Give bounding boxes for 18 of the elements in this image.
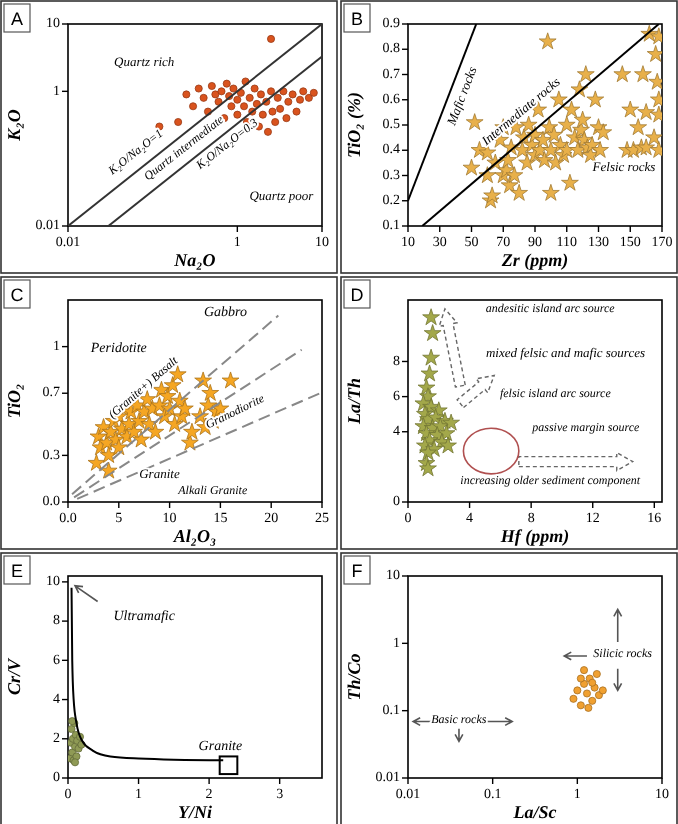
y-axis-title: TiO₂ <box>4 383 24 419</box>
x-axis-title: La/Sc <box>511 802 557 822</box>
y-axis-title: Cr/V <box>4 657 24 696</box>
x-axis-title: Al₂O₃ <box>171 526 217 546</box>
x-axis-title: Y/Ni <box>178 802 213 822</box>
chart-title: E <box>10 561 24 581</box>
y-axis-title: TiO₂ (%) <box>344 91 364 159</box>
chart-title: C <box>10 285 25 305</box>
y-axis-title: La/Th <box>344 377 364 427</box>
y-axis-title: Th/Co <box>344 652 364 701</box>
chart-title: D <box>350 285 365 305</box>
x-axis-title: Zr (ppm) <box>499 250 569 270</box>
x-axis-title: Hf (ppm) <box>498 526 570 546</box>
chart-title: B <box>350 9 364 29</box>
x-axis-title: Na₂O <box>172 250 217 270</box>
y-axis-title: K₂O <box>4 108 24 143</box>
chart-title: A <box>10 9 24 29</box>
chart-title: F <box>351 561 364 581</box>
